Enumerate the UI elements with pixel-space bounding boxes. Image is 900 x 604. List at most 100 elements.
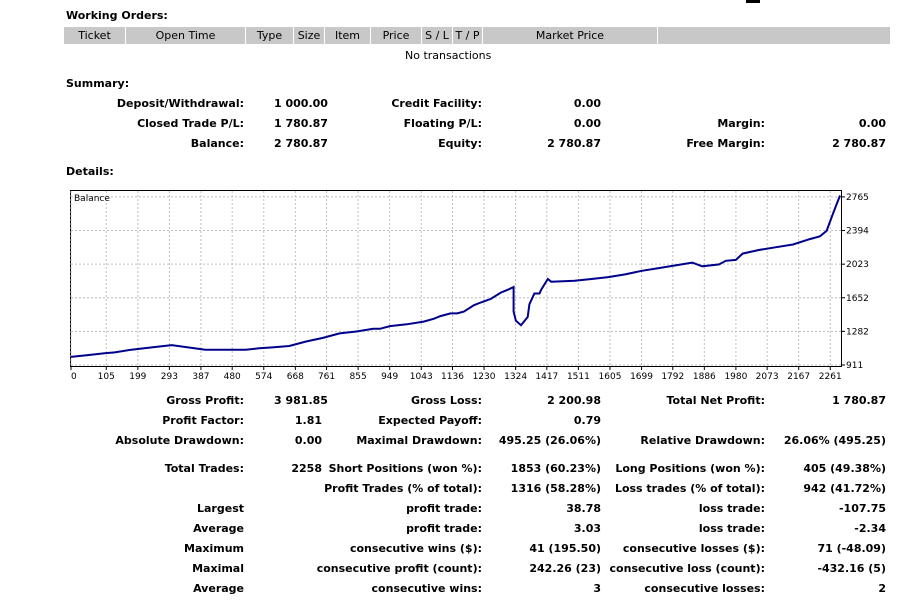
max-consecutive-wins-label: consecutive wins ($):	[349, 542, 482, 555]
details-title: Details:	[66, 165, 114, 178]
column-market-price[interactable]: Market Price	[483, 27, 658, 44]
average-consecutive-losses-label: consecutive losses:	[644, 582, 765, 595]
chart-x-tick-label: 480	[224, 372, 241, 382]
short-positions-value: 1853 (60.23%)	[510, 462, 601, 475]
total-trades-label: Total Trades:	[164, 462, 244, 475]
chart-y-tick-label: 2765	[846, 193, 869, 203]
column-size[interactable]: Size	[294, 27, 325, 44]
total-trades-value: 2258	[291, 462, 322, 475]
credit-value: 0.00	[573, 97, 601, 110]
balance-series-line	[70, 195, 841, 358]
chart-y-tick-label: 1282	[846, 327, 869, 337]
column-open-time[interactable]: Open Time	[126, 27, 246, 44]
balance-chart: Balance 0 105 199 293 387 480 574 668 761 855 949 1…	[70, 190, 869, 382]
expected-payoff-label: Expected Payoff:	[378, 414, 482, 427]
chart-x-axis: 0 105 199 293 387 480 574 668 761 855 949 1043 1136 1…	[70, 366, 842, 382]
chart-x-tick-label: 1043	[410, 372, 433, 382]
chart-x-tick-label: 2167	[787, 372, 810, 382]
largest-loss-label: loss trade:	[698, 502, 765, 515]
floating-pl-value: 0.00	[573, 117, 601, 130]
chart-y-tick-label: 2394	[846, 227, 869, 237]
relative-drawdown-value: 26.06% (495.25)	[783, 434, 886, 447]
average-consecutive-wins-value: 3	[593, 582, 601, 595]
chart-legend-balance: Balance	[74, 194, 110, 204]
equity-label: Equity:	[438, 137, 482, 150]
profit-trades-label: Profit Trades (% of total):	[324, 482, 482, 495]
largest-label: Largest	[197, 502, 244, 515]
chart-x-tick-label: 1230	[473, 372, 496, 382]
maximal-consecutive-profit-label: consecutive profit (count):	[316, 562, 482, 575]
average-profit-value: 3.03	[573, 522, 601, 535]
average-consecutive-losses-value: 2	[878, 582, 886, 595]
short-positions-label: Short Positions (won %):	[328, 462, 482, 475]
net-profit-value: 1 780.87	[832, 394, 886, 407]
chart-x-tick-label: 105	[98, 372, 115, 382]
chart-x-tick-label: 574	[255, 372, 272, 382]
profit-trades-value: 1316 (58.28%)	[510, 482, 601, 495]
max-consecutive-losses-label: consecutive losses ($):	[622, 542, 765, 555]
column-blank	[658, 27, 890, 44]
expected-payoff-value: 0.79	[573, 414, 601, 427]
chart-x-tick-label: 949	[381, 372, 398, 382]
chart-x-tick-label: 1699	[630, 372, 653, 382]
column-type[interactable]: Type	[246, 27, 294, 44]
chart-grid	[70, 191, 841, 366]
largest-profit-label: profit trade:	[406, 502, 482, 515]
maximal-consecutive-loss-value: -432.16 (5)	[817, 562, 886, 575]
chart-x-tick-label: 0	[71, 372, 77, 382]
absolute-drawdown-label: Absolute Drawdown:	[115, 434, 244, 447]
profit-factor-label: Profit Factor:	[162, 414, 244, 427]
working-orders-header: Ticket Open Time Type Size Item Price S …	[64, 27, 890, 44]
working-orders-title: Working Orders:	[66, 9, 168, 22]
top-edge-fragment	[746, 0, 760, 3]
deposit-value: 1 000.00	[274, 97, 328, 110]
floating-pl-label: Floating P/L:	[403, 117, 482, 130]
margin-label: Margin:	[717, 117, 765, 130]
column-take-profit[interactable]: T / P	[453, 27, 483, 44]
max-consecutive-wins-value: 41 (195.50)	[529, 542, 601, 555]
chart-x-tick-label: 761	[318, 372, 335, 382]
chart-plot-frame	[70, 190, 842, 367]
chart-x-tick-label: 293	[161, 372, 178, 382]
gross-loss-label: Gross Loss:	[411, 394, 482, 407]
chart-y-tick-label: 2023	[846, 260, 869, 270]
chart-x-tick-label: 1324	[504, 372, 527, 382]
average-profit-label: profit trade:	[406, 522, 482, 535]
chart-x-tick-label: 1980	[724, 372, 747, 382]
equity-value: 2 780.87	[547, 137, 601, 150]
closed-pl-label: Closed Trade P/L:	[137, 117, 244, 130]
chart-x-tick-label: 387	[192, 372, 209, 382]
average-loss-label: loss trade:	[698, 522, 765, 535]
maximal-consecutive-loss-label: consecutive loss (count):	[609, 562, 765, 575]
maximal-label: Maximal	[192, 562, 244, 575]
summary-title: Summary:	[66, 77, 130, 90]
column-item[interactable]: Item	[325, 27, 371, 44]
balance-label: Balance:	[190, 137, 244, 150]
column-ticket[interactable]: Ticket	[64, 27, 126, 44]
maximal-consecutive-profit-value: 242.26 (23)	[529, 562, 601, 575]
chart-x-tick-label: 2261	[819, 372, 842, 382]
closed-pl-value: 1 780.87	[274, 117, 328, 130]
maximal-drawdown-value: 495.25 (26.06%)	[498, 434, 601, 447]
average-consecutive-label: Average	[193, 582, 244, 595]
chart-x-tick-label: 855	[350, 372, 367, 382]
maximum-label: Maximum	[184, 542, 244, 555]
largest-profit-value: 38.78	[566, 502, 601, 515]
no-transactions-text: No transactions	[405, 49, 492, 62]
loss-trades-label: Loss trades (% of total):	[614, 482, 765, 495]
chart-x-tick-label: 1605	[599, 372, 622, 382]
profit-factor-value: 1.81	[294, 414, 322, 427]
maximal-drawdown-label: Maximal Drawdown:	[356, 434, 482, 447]
credit-label: Credit Facility:	[391, 97, 482, 110]
free-margin-value: 2 780.87	[832, 137, 886, 150]
long-positions-label: Long Positions (won %):	[615, 462, 765, 475]
largest-loss-value: -107.75	[838, 502, 886, 515]
deposit-label: Deposit/Withdrawal:	[116, 97, 244, 110]
average-loss-value: -2.34	[854, 522, 886, 535]
gross-loss-value: 2 200.98	[547, 394, 601, 407]
margin-value: 0.00	[858, 117, 886, 130]
relative-drawdown-label: Relative Drawdown:	[640, 434, 765, 447]
chart-x-tick-label: 1886	[693, 372, 716, 382]
column-price[interactable]: Price	[371, 27, 422, 44]
column-stop-loss[interactable]: S / L	[422, 27, 453, 44]
